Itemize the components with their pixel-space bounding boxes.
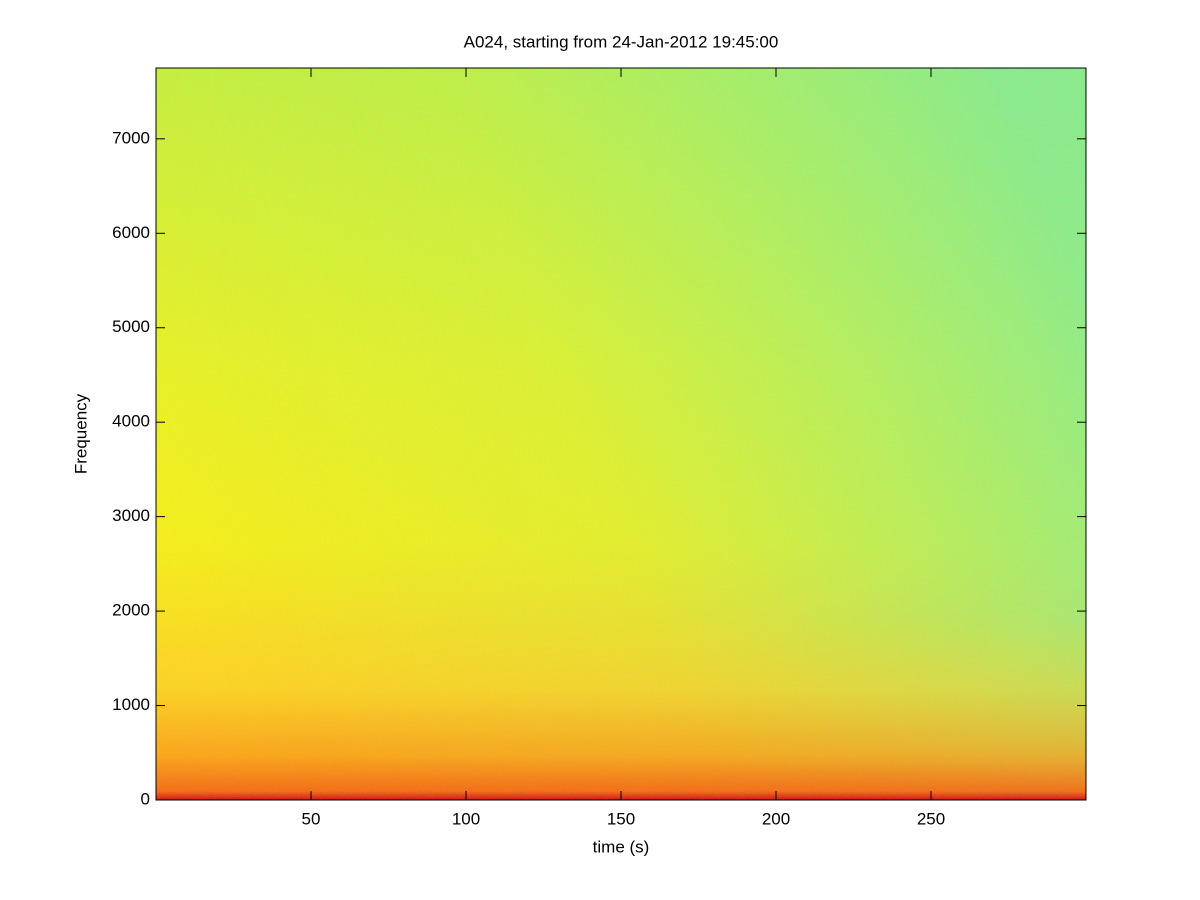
y-tick-label: 5000 bbox=[112, 317, 150, 336]
y-tick-label: 3000 bbox=[112, 506, 150, 525]
y-axis-label: Frequency bbox=[71, 393, 90, 474]
y-tick-label: 0 bbox=[141, 789, 150, 808]
x-tick-label: 50 bbox=[302, 809, 321, 828]
x-tick-label: 100 bbox=[452, 809, 480, 828]
x-tick-label: 200 bbox=[762, 809, 790, 828]
y-tick-label: 4000 bbox=[112, 412, 150, 431]
x-axis-label: time (s) bbox=[593, 837, 650, 856]
y-tick-label: 7000 bbox=[112, 128, 150, 147]
x-tick-label: 150 bbox=[607, 809, 635, 828]
x-tick-label: 250 bbox=[917, 809, 945, 828]
y-tick-label: 2000 bbox=[112, 601, 150, 620]
spectrogram-image bbox=[156, 68, 1086, 800]
y-tick-label: 1000 bbox=[112, 695, 150, 714]
chart-title: A024, starting from 24-Jan-2012 19:45:00 bbox=[464, 32, 779, 51]
y-tick-label: 6000 bbox=[112, 223, 150, 242]
